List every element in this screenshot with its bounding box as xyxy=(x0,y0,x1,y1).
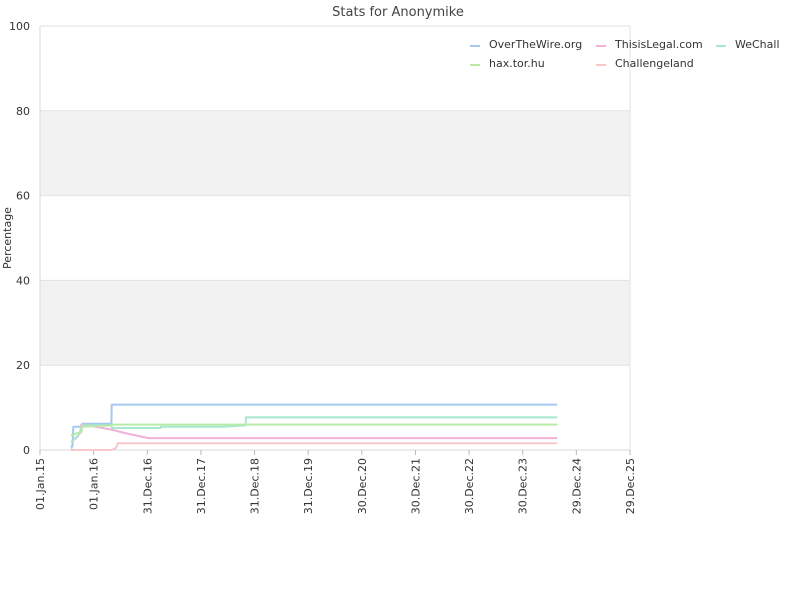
x-tick-label: 31.Dec.18 xyxy=(249,458,262,514)
series-line xyxy=(70,423,558,437)
x-axis-ticks: 01.Jan.15 01.Jan.16 31.Dec.16 31.Dec.17 31.D… xyxy=(34,450,637,514)
y-tick-label: 100 xyxy=(9,20,30,33)
legend: OverTheWire.org ThisisLegal.com WeChall hax… xyxy=(470,38,780,70)
x-tick-label: 30.Dec.20 xyxy=(356,458,369,514)
y-axis-label: Percentage xyxy=(1,207,14,269)
grid-band xyxy=(40,280,630,366)
x-tick-label: 01.Jan.15 xyxy=(34,458,47,510)
chart-title: Stats for Anonymike xyxy=(332,5,464,20)
x-tick-label: 30.Dec.22 xyxy=(463,458,476,514)
legend-label: Challengeland xyxy=(615,57,694,70)
grid-lines xyxy=(40,25,630,451)
y-tick-label: 60 xyxy=(16,190,30,203)
x-tick-label: 31.Dec.17 xyxy=(195,458,208,514)
y-tick-label: 40 xyxy=(16,274,30,287)
x-tick-label: 01.Jan.16 xyxy=(88,458,101,510)
series-line xyxy=(70,403,558,449)
y-tick-label: 80 xyxy=(16,105,30,118)
y-tick-label: 0 xyxy=(23,444,30,457)
grid-band xyxy=(40,110,630,196)
x-tick-label: 29.Dec.24 xyxy=(570,458,583,514)
y-tick-label: 20 xyxy=(16,359,30,372)
x-tick-label: 31.Dec.16 xyxy=(141,458,154,514)
x-tick-label: 31.Dec.19 xyxy=(302,458,315,514)
axes xyxy=(39,26,631,451)
x-tick-label: 30.Dec.23 xyxy=(517,458,530,514)
x-tick-label: 29.Dec.25 xyxy=(624,458,637,514)
legend-label: WeChall xyxy=(735,38,780,51)
y-axis-ticks: 0 20 40 60 80 100 xyxy=(9,20,30,457)
x-tick-label: 30.Dec.21 xyxy=(409,458,422,514)
series-line xyxy=(70,442,558,451)
legend-label: ThisisLegal.com xyxy=(614,38,703,51)
legend-label: OverTheWire.org xyxy=(489,38,582,51)
grid-bands xyxy=(40,110,630,366)
legend-label: hax.tor.hu xyxy=(489,57,545,70)
series-lines xyxy=(70,403,558,451)
